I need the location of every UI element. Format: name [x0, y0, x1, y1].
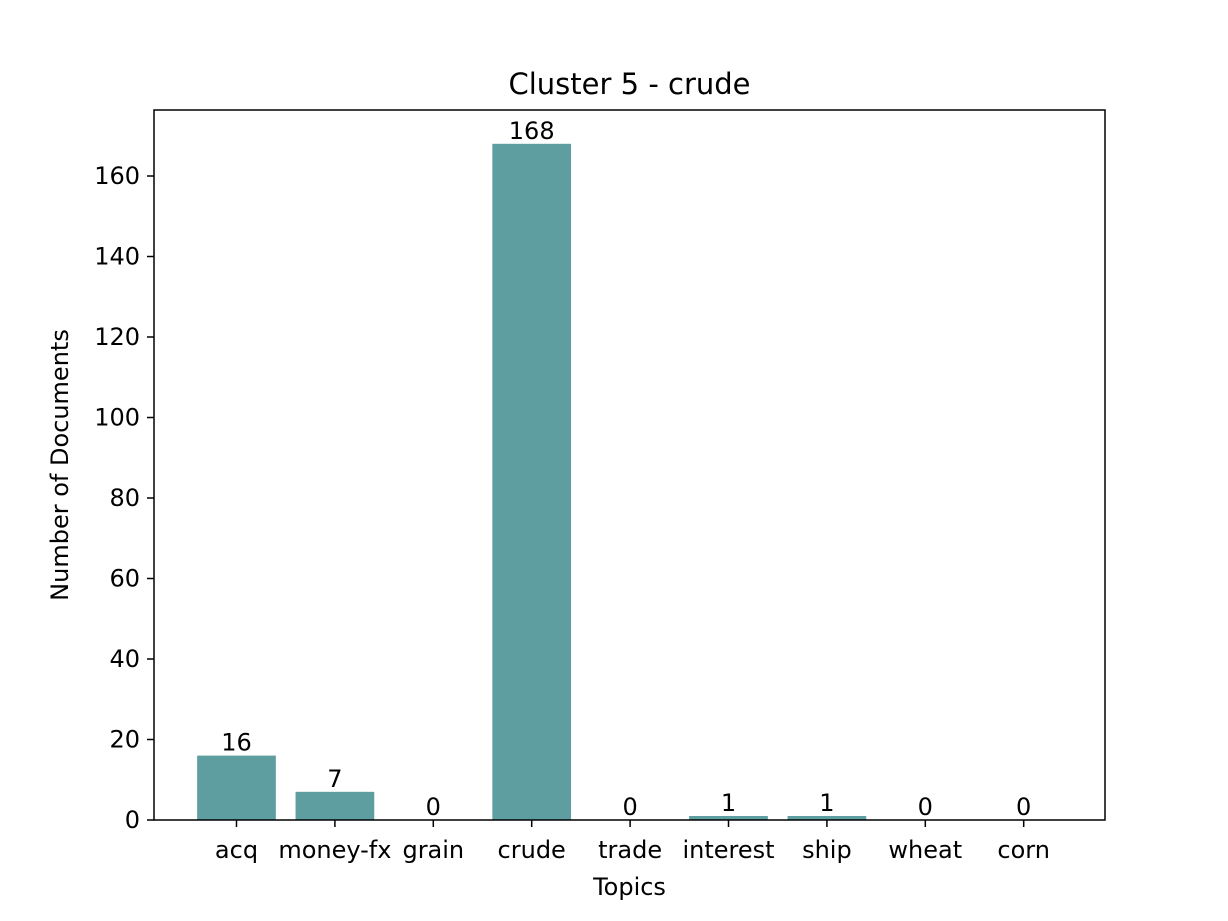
- data-label-money-fx: 7: [327, 765, 342, 793]
- x-axis-label: Topics: [592, 873, 666, 901]
- x-tick-label-ship: ship: [802, 836, 852, 864]
- x-tick-label-trade: trade: [598, 836, 662, 864]
- x-tick-label-corn: corn: [997, 836, 1050, 864]
- y-tick-label-60: 60: [109, 565, 140, 593]
- bar-interest: [689, 815, 768, 820]
- y-tick-label-100: 100: [94, 404, 140, 432]
- bars-group: [197, 143, 867, 820]
- x-tick-label-money-fx: money-fx: [278, 836, 391, 864]
- y-tick-label-160: 160: [94, 162, 140, 190]
- data-labels-group: 16 7 0 168 0 1 1 0 0: [221, 117, 1031, 821]
- x-axis: acq money-fx grain crude trade interest ship wh…: [215, 820, 1050, 864]
- y-tick-label-40: 40: [109, 645, 140, 673]
- y-axis-label: Number of Documents: [46, 329, 74, 601]
- x-tick-label-crude: crude: [498, 836, 566, 864]
- data-label-trade: 0: [622, 793, 637, 821]
- y-tick-label-80: 80: [109, 484, 140, 512]
- data-label-interest: 1: [721, 789, 736, 817]
- y-tick-label-120: 120: [94, 323, 140, 351]
- x-tick-label-interest: interest: [682, 836, 774, 864]
- data-label-grain: 0: [426, 793, 441, 821]
- y-axis: 0 20 40 60 80 100 120 140 160: [94, 162, 154, 834]
- x-tick-label-wheat: wheat: [888, 836, 962, 864]
- data-label-corn: 0: [1016, 793, 1031, 821]
- y-tick-label-140: 140: [94, 243, 140, 271]
- bar-money-fx: [295, 791, 375, 820]
- y-tick-label-0: 0: [125, 806, 140, 834]
- x-tick-label-grain: grain: [402, 836, 464, 864]
- data-label-wheat: 0: [918, 793, 933, 821]
- chart-title: Cluster 5 - crude: [509, 67, 751, 101]
- data-label-ship: 1: [819, 789, 834, 817]
- x-tick-label-acq: acq: [215, 836, 258, 864]
- plot-frame: [153, 109, 1106, 821]
- bar-acq: [197, 755, 276, 820]
- data-label-crude: 168: [509, 117, 555, 145]
- bar-crude: [492, 143, 572, 820]
- data-label-acq: 16: [221, 729, 252, 757]
- bar-ship: [787, 815, 867, 820]
- y-tick-label-20: 20: [109, 726, 140, 754]
